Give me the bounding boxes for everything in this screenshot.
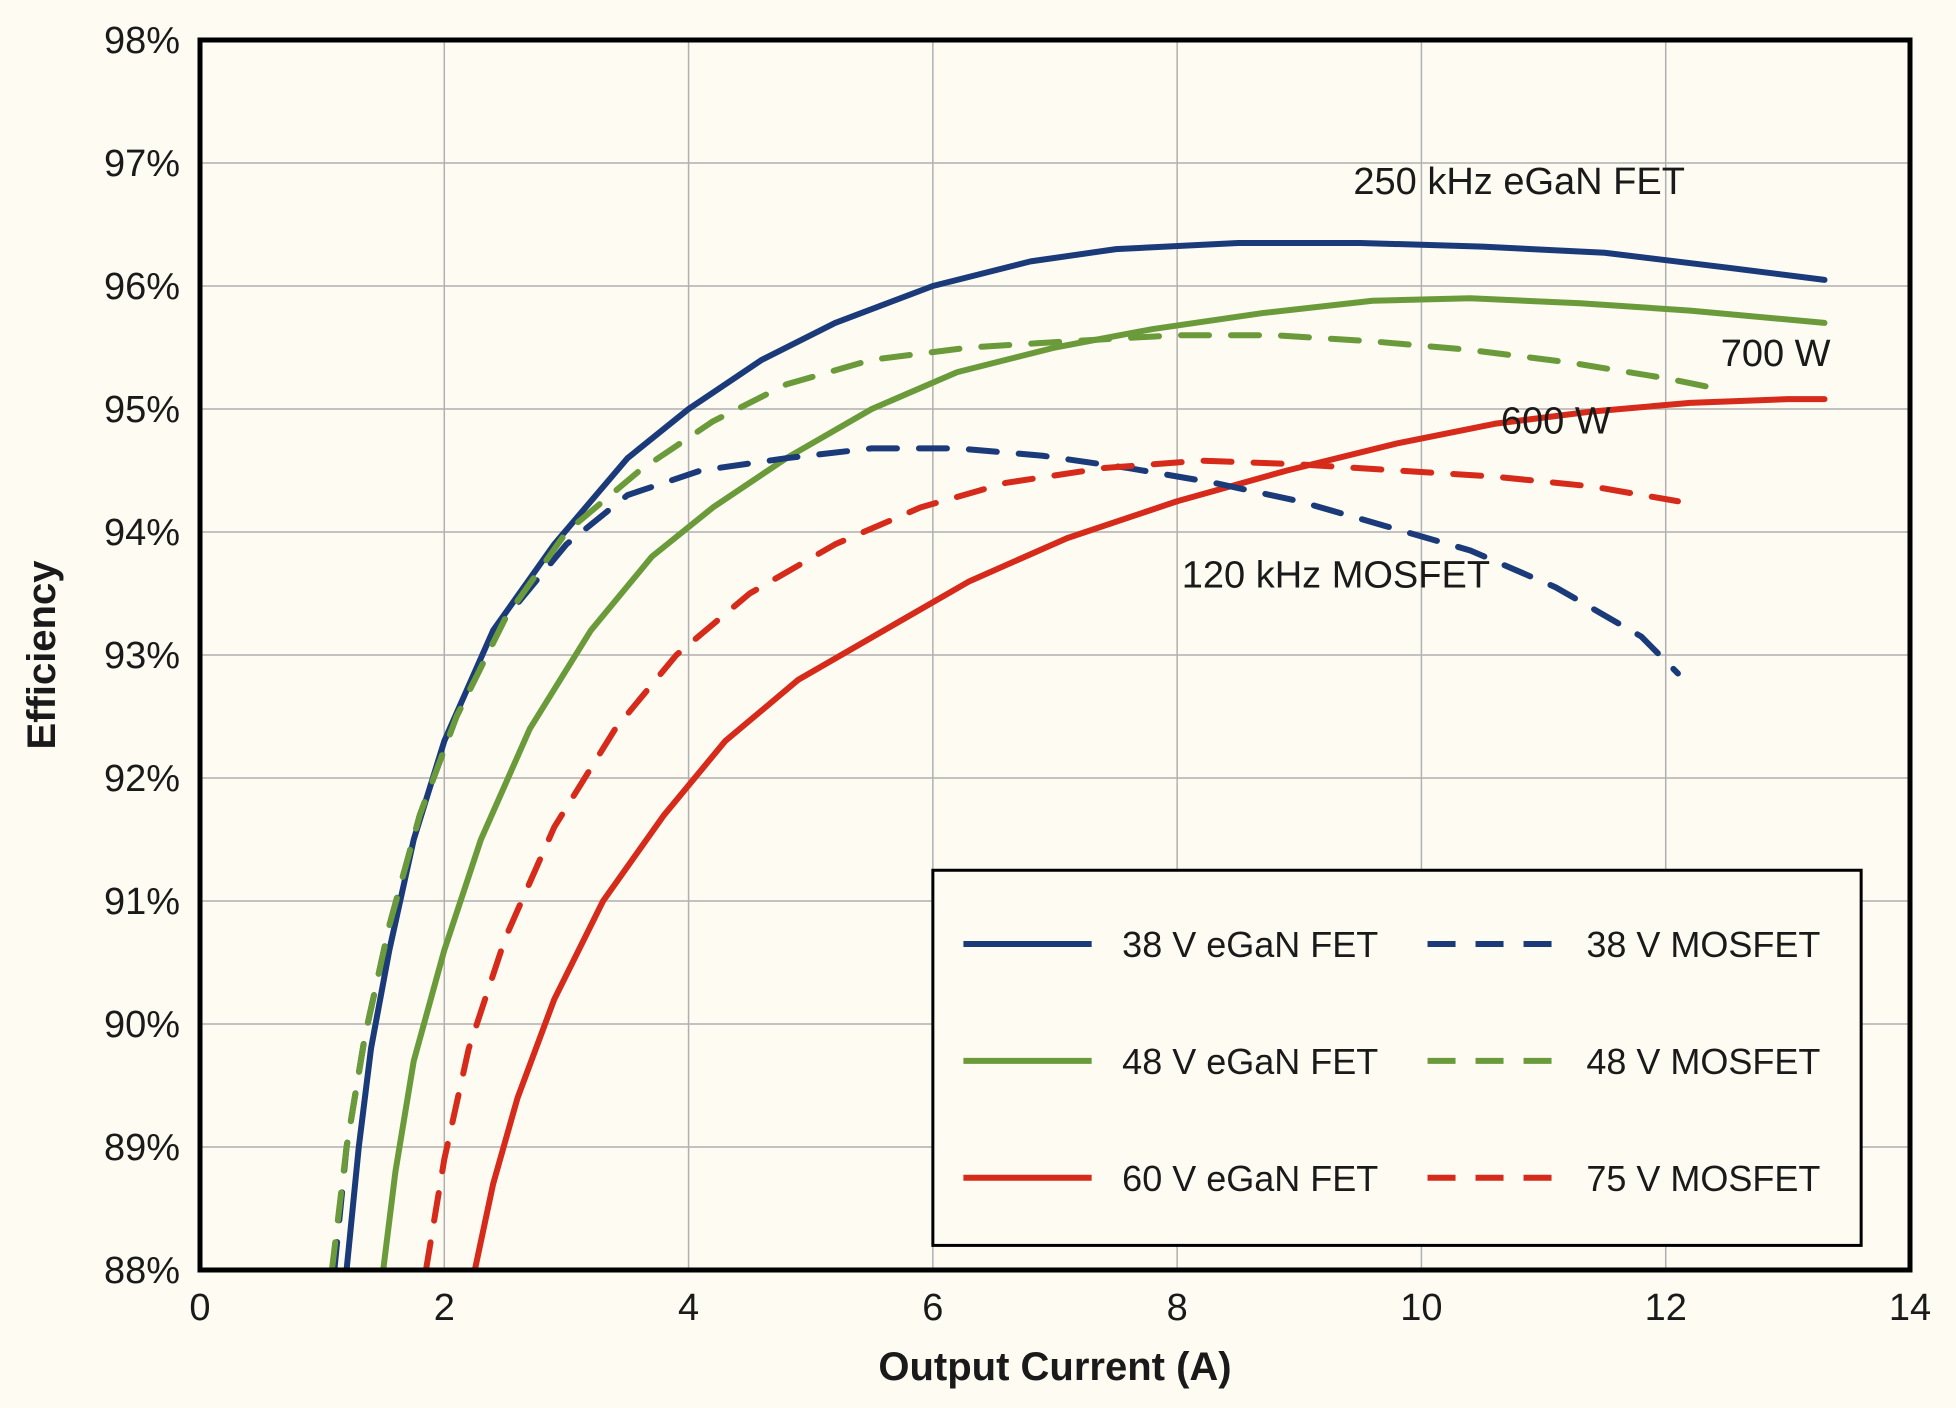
legend-label: 48 V MOSFET	[1586, 1041, 1820, 1082]
y-tick-label: 92%	[104, 758, 180, 800]
chart-annotation: 700 W	[1721, 333, 1831, 375]
y-tick-label: 96%	[104, 266, 180, 308]
y-tick-label: 94%	[104, 512, 180, 554]
x-tick-label: 0	[189, 1287, 210, 1329]
chart-annotation: 250 kHz eGaN FET	[1353, 161, 1685, 203]
x-tick-label: 2	[434, 1287, 455, 1329]
chart-annotation: 120 kHz MOSFET	[1182, 554, 1490, 596]
y-tick-label: 95%	[104, 389, 180, 431]
legend-label: 48 V eGaN FET	[1122, 1041, 1378, 1082]
legend-label: 38 V MOSFET	[1586, 924, 1820, 965]
y-tick-label: 97%	[104, 143, 180, 185]
x-tick-label: 12	[1645, 1287, 1687, 1329]
chart-annotation: 600 W	[1501, 401, 1611, 443]
y-tick-label: 98%	[104, 20, 180, 62]
x-tick-label: 8	[1167, 1287, 1188, 1329]
y-tick-label: 89%	[104, 1127, 180, 1169]
y-axis-label: Efficiency	[20, 560, 64, 750]
y-tick-label: 88%	[104, 1250, 180, 1292]
chart-svg: 0 2 4 6 8 10 12 14 88% 89% 90% 91% 92% 93% 94% 95% 96% 97…	[0, 0, 1956, 1408]
x-axis-label: Output Current (A)	[878, 1345, 1231, 1389]
y-tick-label: 90%	[104, 1004, 180, 1046]
efficiency-chart: 0 2 4 6 8 10 12 14 88% 89% 90% 91% 92% 93% 94% 95% 96% 97…	[0, 0, 1956, 1408]
x-tick-label: 4	[678, 1287, 699, 1329]
y-tick-label: 91%	[104, 881, 180, 923]
x-tick-label: 10	[1400, 1287, 1442, 1329]
x-tick-label: 14	[1889, 1287, 1931, 1329]
x-tick-label: 6	[922, 1287, 943, 1329]
y-tick-label: 93%	[104, 635, 180, 677]
legend-label: 38 V eGaN FET	[1122, 924, 1378, 965]
legend-label: 60 V eGaN FET	[1122, 1158, 1378, 1199]
legend-label: 75 V MOSFET	[1586, 1158, 1820, 1199]
